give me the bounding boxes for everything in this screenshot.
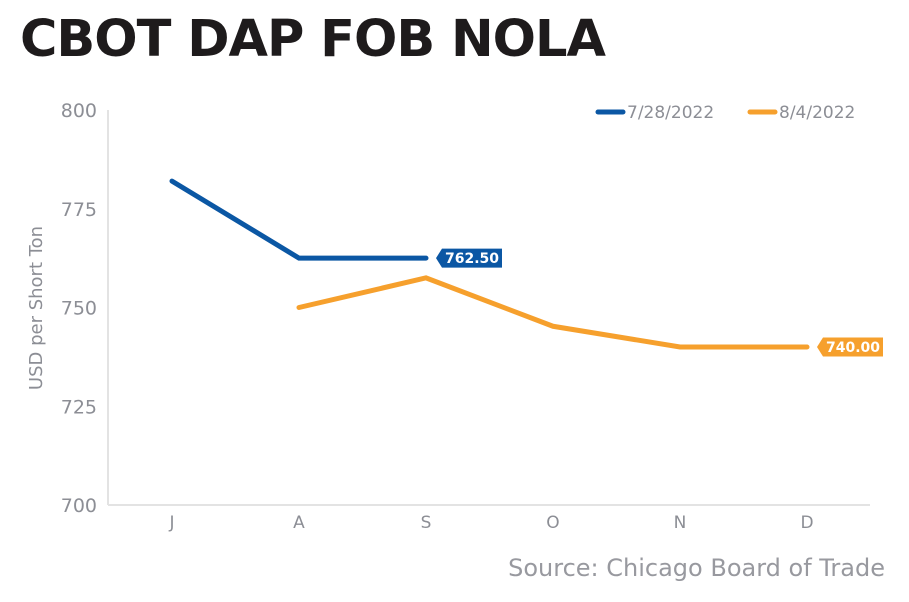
legend-label: 7/28/2022	[627, 103, 714, 123]
source-note: Source: Chicago Board of Trade	[508, 554, 885, 582]
series-lines	[169, 178, 810, 350]
chart-title: CBOT DAP FOB NOLA	[20, 10, 606, 69]
x-tick-label: D	[800, 513, 813, 533]
y-tick-label: 775	[61, 199, 97, 221]
y-tick-label: 750	[61, 298, 97, 320]
x-tick-label: N	[674, 513, 687, 533]
legend-item-1: 7/28/2022	[595, 103, 714, 123]
y-axis-label: USD per Short Ton	[26, 226, 47, 390]
x-tick-label: S	[421, 513, 432, 533]
end-value-label: 762.50	[436, 248, 502, 268]
series-line-2	[296, 275, 810, 350]
y-tick-label: 725	[61, 396, 97, 418]
axes	[107, 110, 870, 506]
legend-item-2: 8/4/2022	[747, 103, 855, 123]
end-value-text: 762.50	[445, 251, 499, 267]
y-tick-label: 700	[61, 495, 97, 517]
label-tag-shape	[436, 248, 502, 268]
x-tick-label: A	[293, 513, 305, 533]
data-labels: 762.50 740.00	[436, 248, 883, 357]
legend: 7/28/2022 8/4/2022	[595, 103, 855, 123]
end-value-text: 740.00	[826, 340, 880, 356]
x-tick-label: O	[546, 513, 559, 533]
y-tick-labels: 700 725 750 775 800	[61, 100, 97, 517]
x-tick-label: J	[168, 513, 174, 533]
legend-label: 8/4/2022	[779, 103, 855, 123]
series-line-1	[169, 178, 429, 261]
end-value-label: 740.00	[817, 337, 883, 357]
label-tag-shape	[817, 337, 883, 357]
y-tick-label: 800	[61, 100, 97, 122]
